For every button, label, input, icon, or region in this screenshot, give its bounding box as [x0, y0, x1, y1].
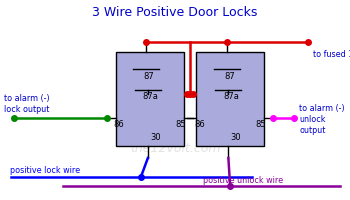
Text: 30: 30 — [150, 134, 161, 142]
Text: positive lock wire: positive lock wire — [10, 166, 80, 175]
Text: to fused 12V+: to fused 12V+ — [313, 50, 350, 59]
Text: 87: 87 — [144, 72, 154, 81]
Text: to alarm (-)
unlock
output: to alarm (-) unlock output — [299, 104, 345, 135]
Text: 85: 85 — [175, 120, 186, 129]
Text: 85: 85 — [256, 120, 266, 129]
Text: the12volt.com: the12volt.com — [130, 142, 220, 154]
Text: 30: 30 — [231, 134, 241, 142]
Text: 86: 86 — [114, 120, 124, 129]
Text: 87a: 87a — [223, 92, 239, 101]
Text: 87a: 87a — [143, 92, 159, 101]
Text: to alarm (-)
lock output: to alarm (-) lock output — [4, 94, 49, 114]
Text: 87: 87 — [224, 72, 235, 81]
Bar — [116, 52, 184, 146]
Text: 3 Wire Positive Door Locks: 3 Wire Positive Door Locks — [92, 6, 258, 19]
Text: positive unlock wire: positive unlock wire — [203, 176, 283, 185]
Text: 86: 86 — [194, 120, 205, 129]
Bar — [196, 52, 264, 146]
